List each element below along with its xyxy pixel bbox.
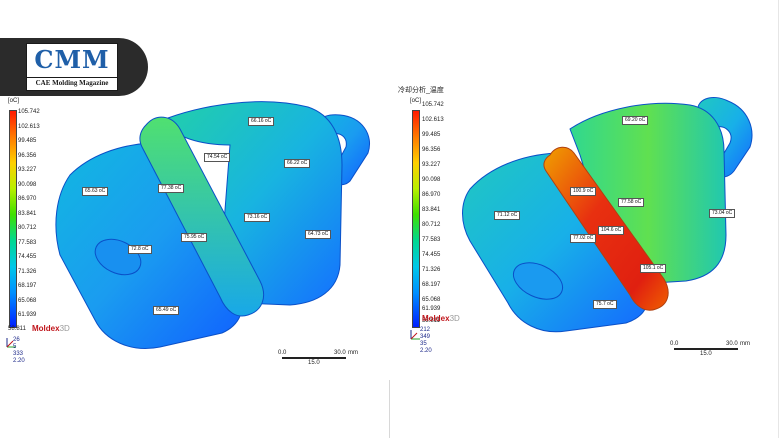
cmm-logo: CMM CAE Molding Magazine bbox=[26, 43, 118, 91]
left-legend-tick: 61.939 bbox=[18, 312, 37, 318]
right-temp-tag: 77.02 oC bbox=[570, 234, 597, 243]
right-legend-tick: 74.455 bbox=[422, 252, 441, 258]
left-stat-3: 333 bbox=[13, 351, 24, 357]
right-stat-1: 212 bbox=[420, 327, 431, 333]
right-temp-tag: 75.7 oC bbox=[593, 300, 617, 309]
right-scale-unit: mm bbox=[740, 341, 750, 347]
left-legend-tick: 77.583 bbox=[18, 239, 37, 246]
right-legend-tick: 96.356 bbox=[422, 147, 441, 153]
right-stat-2: 349 bbox=[420, 334, 431, 340]
left-temp-tag: 65.63 oC bbox=[82, 187, 109, 196]
left-stat-4: 2.20 bbox=[13, 358, 25, 364]
left-legend-colorbar bbox=[9, 110, 17, 328]
right-moldex-brand: Moldex bbox=[422, 314, 450, 323]
left-legend-tick: 105.742 bbox=[18, 109, 40, 115]
left-legend-tick: 96.356 bbox=[18, 152, 37, 159]
right-temp-tag: 71.12 oC bbox=[494, 211, 521, 220]
right-legend-unit: [oC] bbox=[410, 98, 422, 104]
left-legend-tick: 90.098 bbox=[18, 181, 37, 188]
right-scale-mid: 15.0 bbox=[700, 351, 712, 357]
left-stat-1: 26 bbox=[13, 337, 20, 343]
left-legend-tick: 80.712 bbox=[18, 225, 37, 231]
right-temp-tag: 100.9 oC bbox=[570, 187, 597, 196]
left-legend-tick: 65.068 bbox=[18, 297, 37, 304]
left-temp-tag: 66.16 oC bbox=[248, 117, 275, 126]
left-scale-start: 0.0 bbox=[278, 350, 287, 356]
left-temp-tag: 74.54 oC bbox=[204, 153, 231, 162]
right-legend-tick: 61.939 bbox=[422, 306, 441, 312]
left-moldex-suffix: 3D bbox=[59, 324, 70, 333]
logo-subtitle: CAE Molding Magazine bbox=[27, 77, 117, 87]
right-legend-tick: 99.485 bbox=[422, 132, 441, 138]
right-legend-tick: 90.098 bbox=[422, 177, 441, 183]
left-legend-tick: 83.841 bbox=[18, 210, 37, 217]
left-stat-2: 5 bbox=[13, 344, 17, 350]
right-temp-tag: 77.58 oC bbox=[618, 198, 645, 207]
right-panel-title: 冷却分析_温度 bbox=[398, 87, 444, 94]
right-legend-tick: 105.742 bbox=[422, 102, 444, 108]
right-temp-tag: 105.1 oC bbox=[640, 264, 667, 273]
right-scale-line bbox=[674, 348, 738, 350]
logo-title: CMM bbox=[34, 45, 110, 74]
right-edge-line bbox=[778, 0, 779, 438]
left-temp-tag: 72.8 oC bbox=[128, 245, 152, 254]
left-temp-tag: 75.95 oC bbox=[181, 233, 208, 242]
left-scale-bar: 0.0 30.0 mm 15.0 bbox=[278, 350, 358, 366]
right-legend-tick: 86.970 bbox=[422, 192, 441, 198]
left-legend-tick: 99.485 bbox=[18, 138, 37, 144]
left-legend-tick: 93.227 bbox=[18, 167, 37, 173]
right-temp-tag: 104.6 oC bbox=[598, 226, 625, 235]
left-part-model bbox=[55, 101, 370, 349]
right-simulation-panel: 冷却分析_温度 [oC] 105.742 102.613 99.485 96.3… bbox=[390, 0, 780, 438]
left-legend-tick: 74.455 bbox=[18, 254, 37, 260]
right-stat-3: 35 bbox=[420, 341, 427, 347]
left-scale-mid: 15.0 bbox=[308, 360, 320, 366]
right-legend-tick: 58.811 bbox=[422, 318, 440, 324]
cmm-logo-badge: CMM CAE Molding Magazine bbox=[0, 38, 148, 96]
right-legend-tick: 93.227 bbox=[422, 162, 441, 168]
left-temp-tag: 65.49 oC bbox=[153, 306, 180, 315]
right-scale-bar: 0.0 30.0 mm 15.0 bbox=[670, 341, 750, 357]
right-legend-tick: 77.583 bbox=[422, 237, 441, 243]
right-legend-tick: 65.068 bbox=[422, 297, 441, 303]
right-color-legend: [oC] 105.742 102.613 99.485 96.356 93.22… bbox=[390, 96, 460, 346]
right-moldex-suffix: 3D bbox=[449, 314, 460, 323]
left-temp-tag: 77.38 oC bbox=[158, 184, 185, 193]
left-temp-tag: 73.16 oC bbox=[244, 213, 271, 222]
right-legend-tick: 80.712 bbox=[422, 222, 441, 228]
left-legend-unit: [oC] bbox=[8, 98, 20, 104]
left-scale-end: 30.0 bbox=[334, 350, 346, 356]
left-moldex-brand: Moldex bbox=[32, 324, 60, 333]
left-axis-triad-icon bbox=[6, 338, 16, 348]
right-scale-start: 0.0 bbox=[670, 341, 679, 347]
left-legend-tick: 68.197 bbox=[18, 283, 37, 289]
pane-divider bbox=[389, 380, 390, 438]
right-legend-tick: 83.841 bbox=[422, 207, 441, 213]
left-legend-tick: 86.970 bbox=[18, 196, 37, 202]
right-legend-tick: 102.613 bbox=[422, 117, 444, 123]
left-temp-tag: 66.22 oC bbox=[284, 159, 311, 168]
left-temp-tag: 64.73 oC bbox=[305, 230, 332, 239]
left-legend-tick: 71.326 bbox=[18, 268, 37, 275]
right-temp-tag: 73.04 oC bbox=[709, 209, 736, 218]
left-scale-unit: mm bbox=[348, 350, 358, 356]
left-scale-line bbox=[282, 357, 346, 359]
left-simulation-panel: [oC] 105.742 102.613 99.485 96.356 93.22… bbox=[0, 96, 370, 366]
right-stat-4: 2.20 bbox=[420, 348, 432, 354]
right-legend-colorbar bbox=[412, 110, 420, 328]
right-temp-tag: 69.20 oC bbox=[622, 116, 649, 125]
right-axis-triad-icon bbox=[410, 330, 420, 340]
right-moldex-logo: Moldex3D bbox=[422, 314, 460, 323]
right-legend-tick: 71.326 bbox=[422, 267, 441, 273]
left-moldex-logo: Moldex3D bbox=[32, 324, 70, 333]
right-scale-end: 30.0 bbox=[726, 341, 738, 347]
right-legend-tick: 68.197 bbox=[422, 282, 441, 288]
left-color-legend: [oC] 105.742 102.613 99.485 96.356 93.22… bbox=[0, 96, 70, 346]
left-legend-tick: 102.613 bbox=[18, 123, 40, 130]
left-legend-tick: 58.811 bbox=[8, 326, 26, 332]
